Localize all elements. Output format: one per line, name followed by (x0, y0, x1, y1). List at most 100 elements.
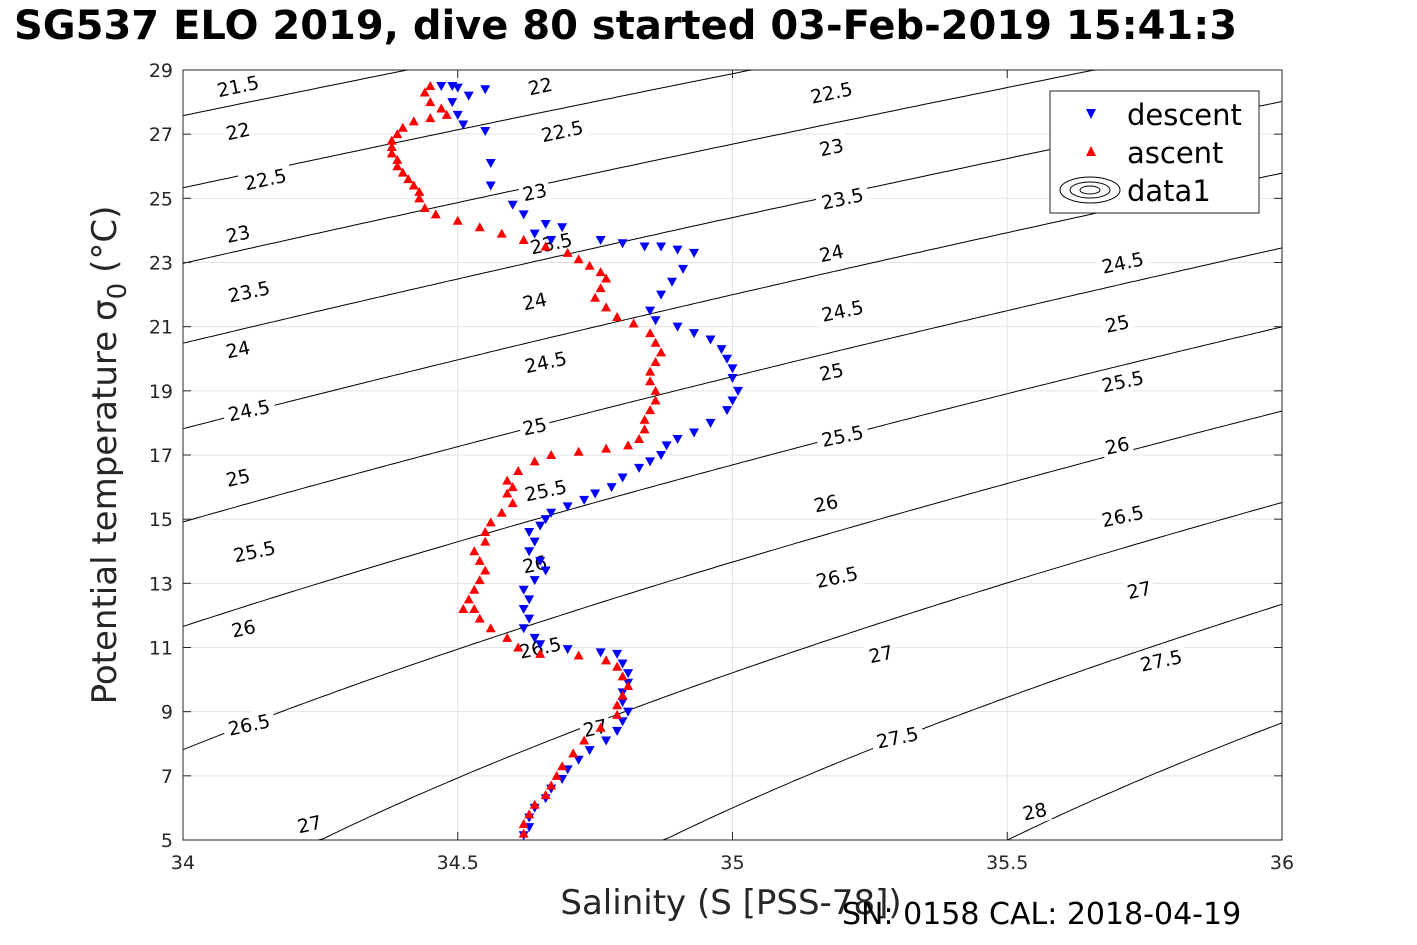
ascent-point (425, 113, 436, 123)
contour-label-background (814, 132, 849, 162)
ascent-point (650, 385, 661, 395)
contour-label: 24.5 (1100, 248, 1146, 278)
ascent-point (474, 222, 485, 232)
ascent-point (485, 623, 496, 633)
descent-point (617, 698, 628, 708)
contour-label: 22 (526, 74, 554, 101)
contour-label: 25 (224, 465, 252, 492)
y-axis-label-sub: 0 (103, 283, 133, 300)
ascent-point (403, 174, 414, 184)
ascent-point (573, 650, 584, 660)
y-tick-label: 29 (149, 60, 173, 82)
descent-point (529, 229, 540, 239)
contour-label-background (220, 218, 256, 249)
descent-point (645, 306, 656, 316)
ascent-point (480, 527, 491, 536)
descent-point (606, 483, 617, 493)
ascent-point (518, 828, 529, 838)
ascent-point (546, 780, 557, 790)
density-contour-line (182, 326, 1283, 627)
descent-point (656, 290, 667, 300)
ascent-point (414, 193, 425, 203)
descent-point (617, 473, 628, 483)
descent-point (507, 200, 518, 210)
ascent-point (419, 202, 430, 212)
descent-point (678, 264, 689, 274)
ascent-point (469, 546, 480, 556)
contour-label-background (226, 534, 283, 569)
contour-label-background (814, 181, 871, 216)
contour-label-background (863, 639, 899, 669)
ascent-point (650, 337, 661, 347)
ascent-point (502, 488, 513, 498)
descent-point (722, 354, 733, 364)
contour-label-background (517, 411, 552, 441)
ascent-point (612, 661, 623, 671)
ascent-point (386, 142, 397, 151)
descent-point (727, 396, 738, 406)
legend-ascent-marker (1086, 146, 1096, 156)
y-tick-label: 25 (149, 188, 173, 210)
descent-point (672, 434, 683, 444)
descent-point (540, 515, 551, 525)
contour-label: 26.5 (226, 710, 272, 740)
ascent-point (617, 671, 628, 681)
descent-point (573, 755, 584, 765)
descent-point (612, 726, 623, 736)
contour-label-background (814, 238, 849, 268)
descent-point (595, 648, 606, 658)
ascent-point (568, 748, 579, 758)
ascent-point (601, 273, 612, 283)
contour-label-background (517, 286, 552, 316)
y-tick-label: 23 (149, 253, 173, 275)
x-ticks: 34 34.5 35 35.5 36 (171, 70, 1294, 874)
ascent-point (617, 690, 628, 700)
descent-point (590, 489, 601, 499)
y-axis-label-sigma: σ (85, 299, 125, 321)
contour-label: 25.5 (523, 476, 569, 506)
ascent-point (612, 709, 623, 719)
contour-label-background (1099, 308, 1135, 339)
ascent-point (502, 632, 513, 642)
ascent-point (408, 116, 419, 126)
ascent-point (496, 507, 507, 517)
ascent-point (595, 267, 606, 277)
contour-label-background (517, 344, 574, 380)
descent-point (705, 418, 716, 428)
descent-point (689, 248, 700, 258)
contour-label: 26 (1103, 433, 1131, 460)
ascent-point (397, 167, 408, 177)
contour-label: 25.5 (232, 537, 278, 567)
ascent-point (496, 228, 507, 238)
descent-point (452, 110, 463, 120)
contour-label-background (814, 293, 871, 328)
contour-label-background (221, 707, 277, 742)
ascent-point (650, 356, 661, 366)
ascent-point (452, 215, 463, 225)
descent-point (623, 707, 634, 717)
descent-point (623, 669, 634, 679)
contour-label: 24 (224, 337, 252, 364)
contour-label-background (220, 116, 256, 146)
descent-point (529, 633, 540, 643)
ascent-point (645, 405, 656, 415)
descent-point (535, 521, 546, 531)
y-axis-label-main: Potential temperature (85, 331, 125, 704)
x-tick-label: 35 (720, 852, 744, 874)
contour-label-background (517, 177, 552, 207)
contour-label: 23 (224, 221, 252, 248)
contour-label: 23 (521, 180, 549, 207)
ascent-point (601, 302, 612, 312)
descent-point (540, 220, 551, 229)
descent-point (656, 242, 667, 252)
descent-point (557, 223, 568, 233)
ascent-point (392, 161, 403, 171)
ascent-point (540, 241, 551, 251)
legend-data1-label: data1 (1127, 174, 1211, 208)
ascent-point (612, 312, 623, 322)
contour-label: 25 (521, 414, 549, 441)
ascent-point (584, 260, 595, 270)
density-contour-line (182, 410, 1283, 751)
contour-label: 26 (521, 552, 549, 579)
